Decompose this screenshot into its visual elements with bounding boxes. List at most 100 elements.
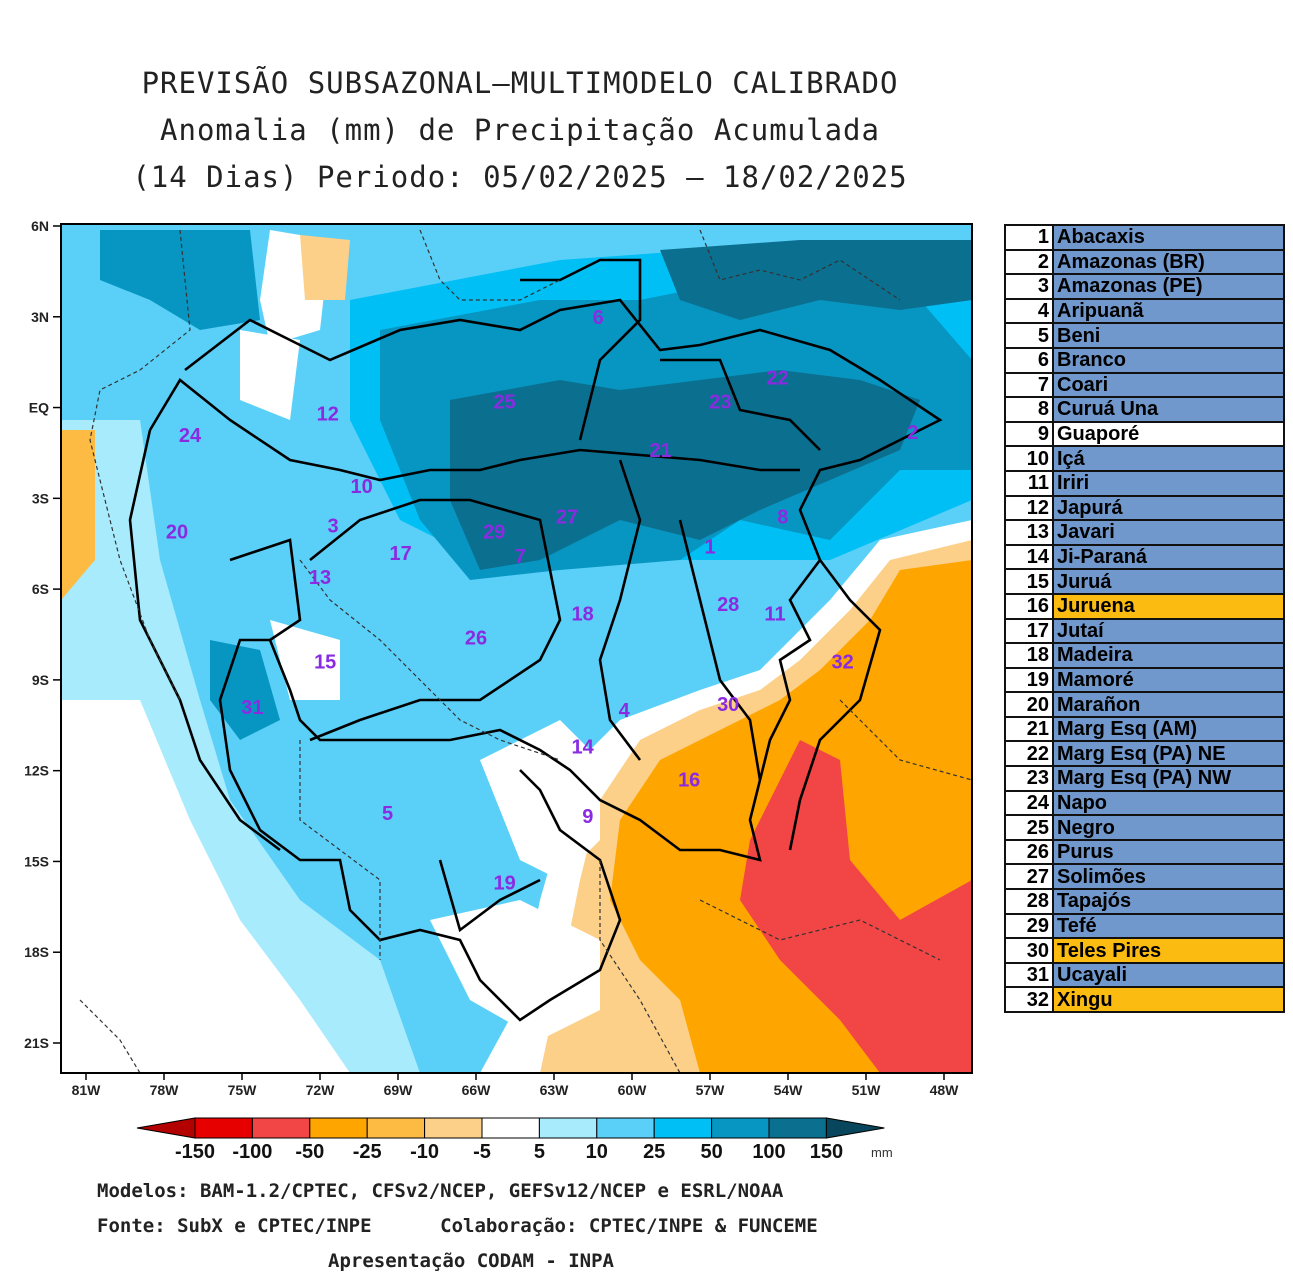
legend-basin-number: 4 bbox=[1004, 297, 1054, 325]
legend-row: 18 Madeira bbox=[1004, 642, 1285, 669]
basin-number-label: 11 bbox=[764, 603, 785, 625]
basin-number-label: 18 bbox=[571, 603, 593, 625]
basin-number-label: 27 bbox=[556, 506, 578, 528]
legend-row: 20 Marañon bbox=[1004, 691, 1285, 718]
map-title: PREVISÃO SUBSAZONAL—MULTIMODELO CALIBRAD… bbox=[141, 66, 899, 100]
colorbar-low-arrow bbox=[136, 1117, 196, 1139]
legend-basin-name: Branco bbox=[1052, 346, 1285, 374]
colorbar-label: -25 bbox=[353, 1141, 382, 1163]
legend-basin-number: 25 bbox=[1004, 814, 1054, 841]
legend-row: 7 Coari bbox=[1004, 371, 1285, 399]
legend-basin-number: 8 bbox=[1004, 396, 1054, 423]
legend-basin-number: 27 bbox=[1004, 863, 1054, 891]
lat-tick-label: 15S bbox=[24, 853, 49, 869]
basin-number-label: 19 bbox=[493, 873, 515, 895]
legend-basin-number: 31 bbox=[1004, 961, 1054, 989]
basin-outline-branco bbox=[520, 258, 642, 441]
legend-basin-name: Marg Esq (PA) NW bbox=[1052, 765, 1285, 792]
legend-basin-name: Abacaxis bbox=[1052, 224, 1285, 251]
colorbar-label: -10 bbox=[410, 1141, 439, 1163]
lat-tick-label: 3S bbox=[32, 490, 49, 506]
border-west bbox=[89, 229, 191, 701]
basin-number-label: 1 bbox=[704, 537, 715, 559]
legend-basin-name: Juruá bbox=[1052, 568, 1285, 595]
legend-basin-number: 29 bbox=[1004, 912, 1054, 940]
legend-basin-name: Purus bbox=[1052, 838, 1285, 866]
border-north bbox=[419, 229, 561, 301]
legend-row: 11 Iriri bbox=[1004, 469, 1285, 497]
basin-number-label: 13 bbox=[309, 567, 331, 589]
legend-row: 23 Marg Esq (PA) NW bbox=[1004, 765, 1285, 792]
legend-basin-name: Xingu bbox=[1052, 986, 1285, 1013]
legend-basin-name: Ucayali bbox=[1052, 961, 1285, 989]
lat-tick-label: 9S bbox=[32, 672, 49, 688]
legend-basin-name: Solimões bbox=[1052, 863, 1285, 891]
field-tan-nw bbox=[300, 235, 350, 300]
legend-row: 27 Solimões bbox=[1004, 863, 1285, 891]
legend-basin-name: Marg Esq (AM) bbox=[1052, 715, 1285, 743]
basin-labels: 1234567891011121314151617181920212223242… bbox=[166, 307, 918, 895]
field-white-guapore bbox=[480, 720, 600, 880]
legend-basin-number: 5 bbox=[1004, 322, 1054, 349]
field-blue-ucayali bbox=[210, 640, 280, 740]
field-darkblue-core bbox=[450, 370, 920, 570]
legend-basin-name: Amazonas (BR) bbox=[1052, 248, 1285, 276]
legend-basin-name: Curuá Una bbox=[1052, 396, 1285, 423]
lat-tick-label: 3N bbox=[31, 309, 49, 325]
field-blue-nw bbox=[100, 230, 260, 330]
basin-number-label: 2 bbox=[907, 422, 918, 444]
legend-row: 15 Juruá bbox=[1004, 568, 1285, 595]
legend-basin-number: 1 bbox=[1004, 224, 1054, 251]
colorbar-label: 10 bbox=[586, 1141, 608, 1163]
colorbar-segment bbox=[768, 1117, 827, 1139]
border-bolivia bbox=[299, 740, 381, 960]
colorbar-segment bbox=[711, 1117, 770, 1139]
legend-basin-name: Iriri bbox=[1052, 469, 1285, 497]
legend-basin-name: Coari bbox=[1052, 371, 1285, 399]
colorbar-segment bbox=[309, 1117, 368, 1139]
basin-number-label: 22 bbox=[766, 367, 788, 389]
lat-tick-label: 6N bbox=[31, 218, 49, 234]
legend-basin-name: Napo bbox=[1052, 789, 1285, 817]
basin-outline-xingu bbox=[788, 559, 882, 851]
basin-number-label: 25 bbox=[493, 392, 515, 414]
basin-number-label: 6 bbox=[593, 307, 604, 329]
basin-legend-table: 1 Abacaxis 2 Amazonas (BR) 3 Amazonas (PE) 4 Ar… bbox=[1004, 224, 1285, 1013]
map-frame bbox=[60, 223, 973, 1074]
legend-row: 8 Curuá Una bbox=[1004, 396, 1285, 423]
field-white-jurua bbox=[270, 620, 340, 700]
legend-basin-number: 3 bbox=[1004, 273, 1054, 300]
basin-number-label: 24 bbox=[179, 425, 202, 447]
legend-row: 21 Marg Esq (AM) bbox=[1004, 715, 1285, 743]
field-white-nw2 bbox=[240, 330, 300, 420]
legend-row: 22 Marg Esq (PA) NE bbox=[1004, 740, 1285, 768]
basin-outline-purus bbox=[309, 498, 562, 742]
colorbar-segment bbox=[481, 1117, 540, 1139]
basin-number-label: 12 bbox=[317, 404, 339, 426]
border-peru-brazil bbox=[299, 559, 561, 761]
basin-number-label: 4 bbox=[619, 700, 631, 722]
basin-number-label: 21 bbox=[649, 440, 671, 462]
legend-basin-number: 32 bbox=[1004, 986, 1054, 1013]
basin-number-label: 7 bbox=[515, 546, 526, 568]
basin-number-label: 23 bbox=[709, 392, 731, 414]
legend-basin-number: 12 bbox=[1004, 494, 1054, 522]
field-orange-west bbox=[61, 430, 95, 600]
lat-tick-label: 18S bbox=[24, 944, 49, 960]
colorbar-segment bbox=[366, 1117, 426, 1139]
legend-basin-number: 22 bbox=[1004, 740, 1054, 768]
legend-basin-name: Marg Esq (PA) NE bbox=[1052, 740, 1285, 768]
lon-tick-label: 51W bbox=[852, 1082, 882, 1098]
basin-number-label: 28 bbox=[717, 594, 739, 616]
legend-basin-name: Marañon bbox=[1052, 691, 1285, 718]
lon-tick-label: 48W bbox=[930, 1082, 960, 1098]
basin-number-label: 10 bbox=[350, 476, 372, 498]
lat-axis: 6N 3N EQ 3S 6S 9S 12S 15S 18S 21S bbox=[24, 218, 61, 1051]
basin-outline-madeira bbox=[598, 459, 642, 761]
legend-basin-name: Amazonas (PE) bbox=[1052, 273, 1285, 300]
basin-outlines bbox=[128, 258, 943, 1022]
legend-basin-number: 26 bbox=[1004, 838, 1054, 866]
border-states-1 bbox=[839, 699, 972, 781]
legend-row: 13 Javari bbox=[1004, 519, 1285, 546]
